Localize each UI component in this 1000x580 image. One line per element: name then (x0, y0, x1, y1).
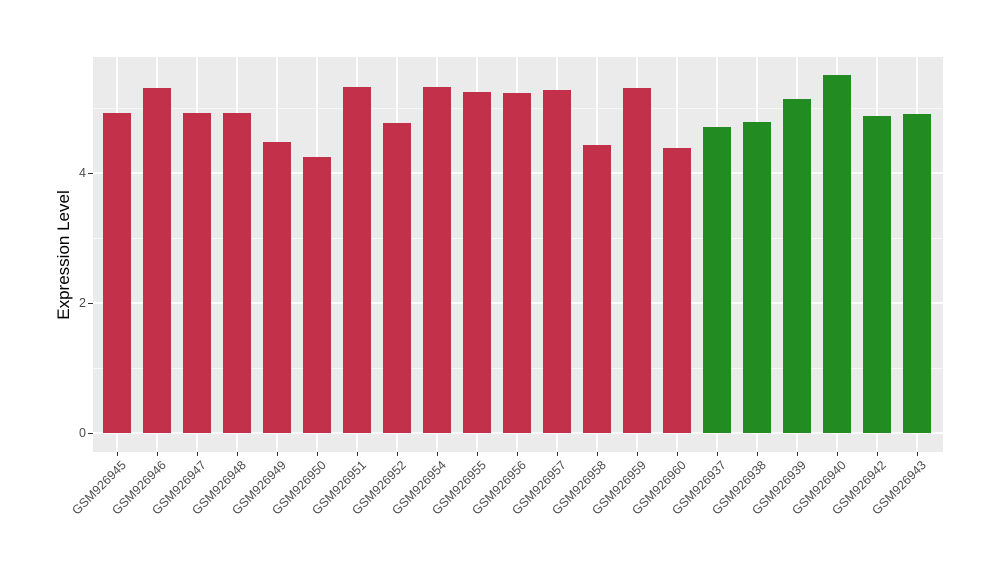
bar-GSM926939 (783, 99, 811, 433)
x-tick-mark (877, 452, 878, 456)
x-tick-mark (717, 452, 718, 456)
plot-panel (93, 57, 943, 452)
bar-GSM926952 (383, 123, 411, 433)
bar-GSM926946 (143, 88, 171, 433)
x-tick-mark (677, 452, 678, 456)
x-tick-mark (397, 452, 398, 456)
bar-GSM926948 (223, 113, 251, 433)
y-tick-mark (88, 433, 93, 434)
x-tick-mark (197, 452, 198, 456)
bar-GSM926960 (663, 148, 691, 433)
bar-GSM926950 (303, 157, 331, 433)
x-tick-mark (597, 452, 598, 456)
x-tick-mark (837, 452, 838, 456)
y-tick-mark (88, 303, 93, 304)
y-tick-mark (88, 173, 93, 174)
bar-GSM926951 (343, 87, 371, 433)
x-tick-mark (917, 452, 918, 456)
x-tick-mark (637, 452, 638, 456)
bar-GSM926955 (463, 92, 491, 433)
y-tick-label: 2 (79, 296, 86, 310)
y-tick-label: 0 (79, 426, 86, 440)
x-tick-mark (237, 452, 238, 456)
x-tick-mark (157, 452, 158, 456)
bar-GSM926947 (183, 113, 211, 433)
bar-GSM926938 (743, 122, 771, 433)
x-tick-mark (317, 452, 318, 456)
x-tick-mark (437, 452, 438, 456)
bar-GSM926954 (423, 87, 451, 433)
x-tick-mark (517, 452, 518, 456)
x-tick-mark (797, 452, 798, 456)
bar-GSM926956 (503, 93, 531, 433)
x-tick-mark (477, 452, 478, 456)
bar-GSM926958 (583, 145, 611, 433)
bar-GSM926959 (623, 88, 651, 433)
bar-GSM926949 (263, 142, 291, 433)
bar-GSM926945 (103, 113, 131, 433)
y-axis-title: Expression Level (54, 190, 73, 320)
y-major-gridline (93, 432, 943, 434)
x-tick-mark (277, 452, 278, 456)
bar-GSM926942 (863, 116, 891, 433)
bar-GSM926957 (543, 90, 571, 433)
x-tick-mark (557, 452, 558, 456)
x-tick-mark (117, 452, 118, 456)
bar-GSM926940 (823, 75, 851, 433)
x-tick-mark (757, 452, 758, 456)
y-tick-label: 4 (79, 166, 86, 180)
bar-GSM926943 (903, 114, 931, 433)
x-tick-mark (357, 452, 358, 456)
bar-GSM926937 (703, 127, 731, 433)
